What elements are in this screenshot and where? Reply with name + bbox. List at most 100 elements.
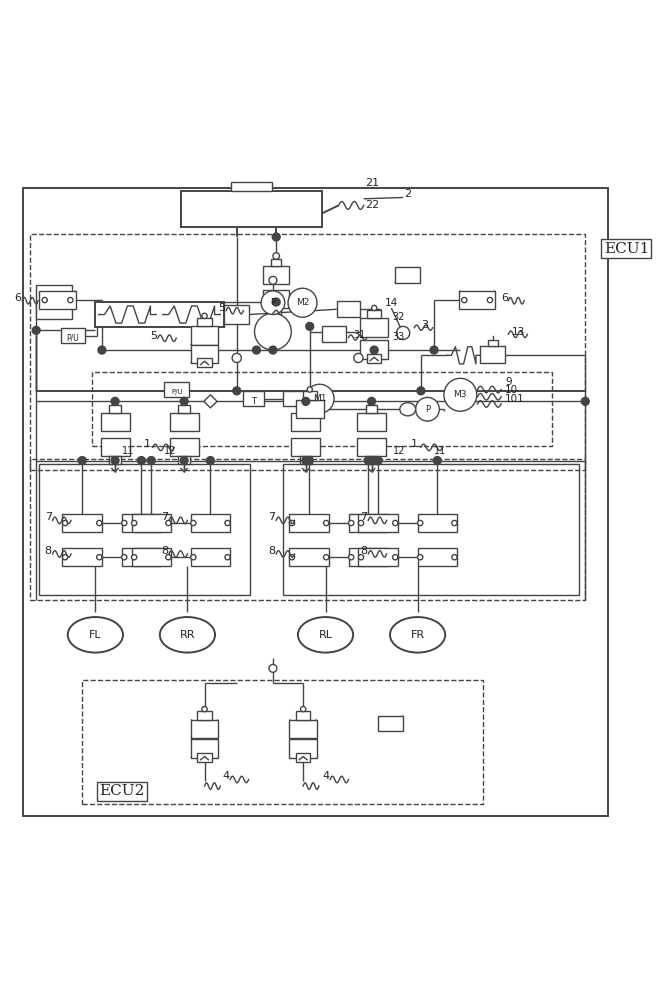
Bar: [197, 318, 212, 326]
Text: FL: FL: [89, 630, 102, 640]
Bar: [100, 438, 130, 456]
Text: 14: 14: [385, 298, 398, 308]
Bar: [290, 720, 317, 738]
Bar: [348, 548, 388, 566]
Bar: [40, 464, 250, 595]
Bar: [191, 345, 218, 363]
Circle shape: [348, 555, 354, 560]
Circle shape: [206, 457, 214, 464]
Text: FR: FR: [410, 630, 424, 640]
Circle shape: [418, 555, 423, 560]
Bar: [360, 318, 388, 337]
Text: T: T: [251, 397, 256, 406]
Circle shape: [273, 253, 280, 259]
Circle shape: [132, 555, 137, 560]
Bar: [296, 711, 311, 720]
Circle shape: [180, 397, 188, 405]
Circle shape: [166, 520, 171, 526]
Bar: [358, 548, 398, 566]
Text: M2: M2: [296, 298, 309, 307]
Circle shape: [122, 520, 127, 526]
Bar: [290, 514, 329, 532]
Text: 5: 5: [218, 303, 225, 313]
Circle shape: [369, 400, 374, 405]
Circle shape: [461, 297, 467, 303]
Bar: [191, 514, 230, 532]
Bar: [418, 514, 457, 532]
Circle shape: [301, 706, 306, 712]
Circle shape: [191, 520, 196, 526]
Bar: [348, 514, 388, 532]
Bar: [100, 413, 130, 431]
Bar: [378, 716, 403, 731]
Bar: [122, 548, 161, 566]
Bar: [61, 328, 85, 343]
Bar: [170, 413, 198, 431]
Bar: [132, 514, 171, 532]
Ellipse shape: [160, 617, 215, 653]
Text: 21: 21: [365, 178, 379, 188]
Bar: [170, 438, 198, 456]
Bar: [197, 358, 212, 367]
Bar: [290, 739, 317, 758]
Bar: [366, 405, 377, 413]
Circle shape: [269, 664, 277, 672]
Bar: [357, 438, 386, 456]
Circle shape: [451, 520, 457, 526]
Circle shape: [417, 387, 425, 395]
Text: 8: 8: [45, 546, 52, 556]
Text: 3: 3: [421, 320, 428, 330]
Bar: [366, 456, 377, 464]
Circle shape: [397, 326, 410, 340]
Bar: [197, 711, 212, 720]
Text: P: P: [270, 298, 276, 307]
Circle shape: [78, 457, 86, 464]
Bar: [283, 464, 579, 595]
Circle shape: [233, 387, 241, 395]
Circle shape: [191, 555, 196, 560]
Circle shape: [254, 313, 292, 350]
Circle shape: [67, 297, 73, 303]
Text: 32: 32: [392, 312, 405, 322]
Bar: [418, 548, 457, 566]
Bar: [336, 301, 360, 317]
Bar: [292, 438, 321, 456]
Text: M1: M1: [313, 394, 327, 403]
Circle shape: [269, 346, 277, 354]
Circle shape: [42, 297, 48, 303]
Text: RL: RL: [319, 630, 332, 640]
Text: 7: 7: [360, 512, 368, 522]
Text: ECU1: ECU1: [603, 242, 649, 256]
Circle shape: [269, 276, 277, 284]
Circle shape: [371, 305, 377, 311]
Circle shape: [112, 400, 118, 405]
Text: 101: 101: [505, 394, 525, 404]
Text: 6: 6: [15, 293, 21, 303]
Text: P/U: P/U: [67, 334, 79, 343]
Circle shape: [302, 397, 310, 405]
Bar: [292, 413, 321, 431]
Circle shape: [348, 520, 354, 526]
Circle shape: [323, 555, 329, 560]
Text: 10: 10: [505, 385, 518, 395]
Circle shape: [156, 520, 161, 526]
Bar: [296, 400, 323, 418]
Bar: [132, 548, 171, 566]
Circle shape: [434, 457, 442, 464]
Text: 12: 12: [165, 446, 176, 456]
Text: 7: 7: [268, 512, 276, 522]
Text: P: P: [425, 405, 430, 414]
Text: 2: 2: [405, 189, 412, 199]
Circle shape: [393, 520, 398, 526]
Circle shape: [111, 457, 119, 464]
Bar: [263, 290, 290, 308]
Bar: [109, 456, 121, 464]
Bar: [367, 354, 381, 363]
Bar: [231, 182, 272, 191]
Bar: [63, 514, 102, 532]
Bar: [95, 302, 223, 327]
Text: 31: 31: [354, 330, 366, 340]
Text: 9: 9: [505, 377, 512, 387]
Text: 5: 5: [150, 331, 157, 341]
Bar: [271, 259, 282, 266]
